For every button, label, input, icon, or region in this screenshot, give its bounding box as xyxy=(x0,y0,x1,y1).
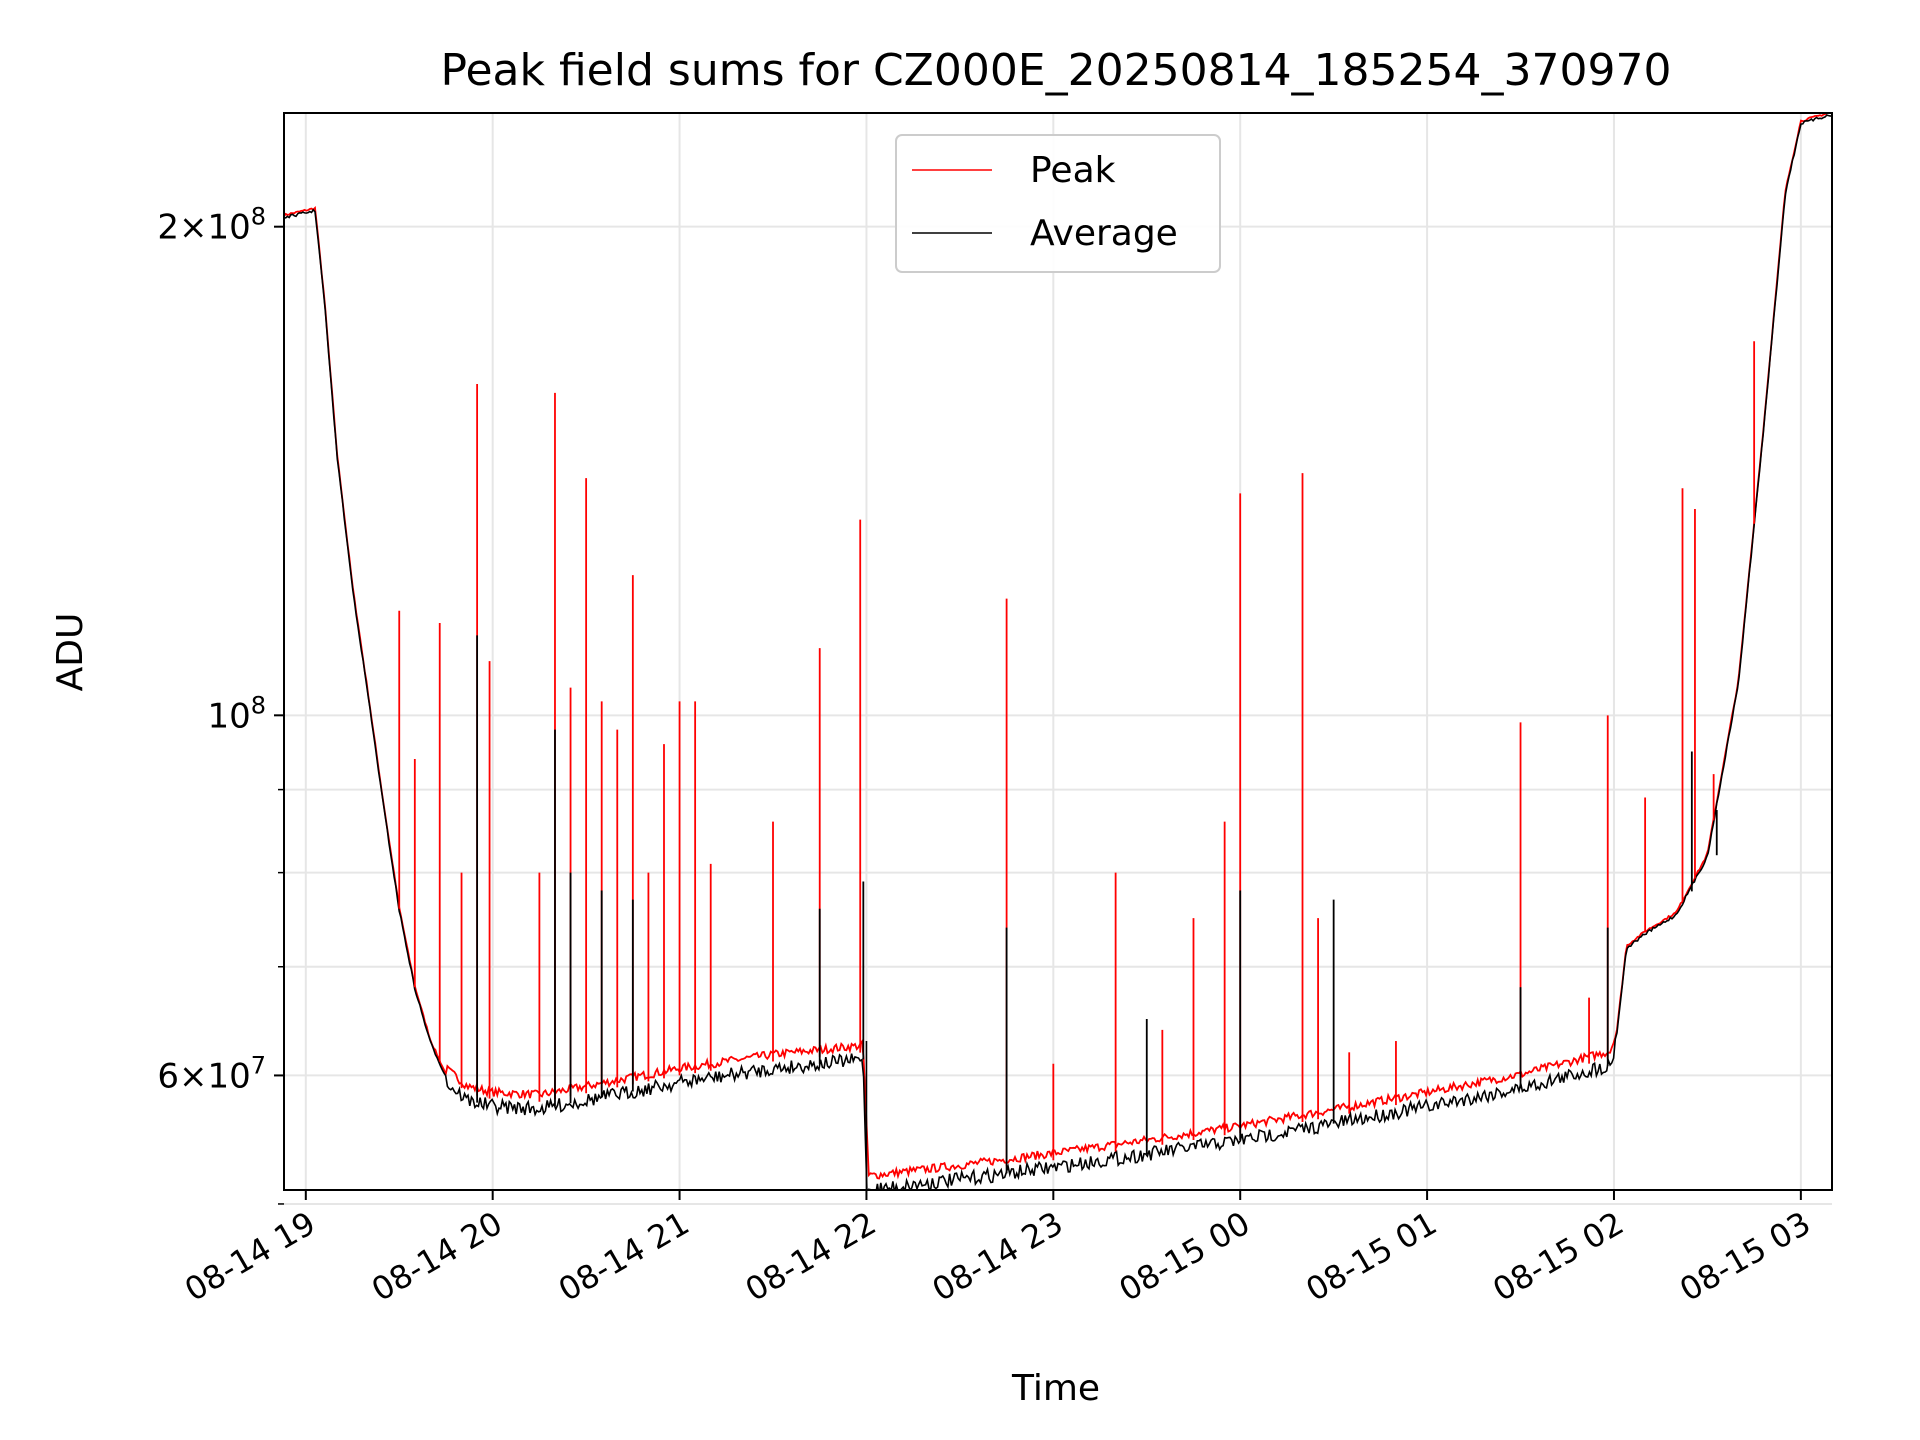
average-series-line xyxy=(284,114,1832,1190)
y-tick-label: 108 xyxy=(207,691,266,736)
chart-title: Peak field sums for CZ000E_20250814_1852… xyxy=(441,45,1672,96)
legend-label-peak: Peak xyxy=(1030,150,1116,191)
y-axis: 6×107 108 2×108 xyxy=(157,203,284,1205)
y-tick-label: 2×108 xyxy=(157,203,266,248)
legend-label-average: Average xyxy=(1030,213,1178,254)
grid xyxy=(284,113,1832,1205)
y-axis-label: ADU xyxy=(50,613,91,692)
plot-series xyxy=(284,113,1832,1190)
legend: Peak Average xyxy=(895,134,1221,273)
x-axis-label: Time xyxy=(1011,1368,1100,1409)
y-tick-label: 6×107 xyxy=(157,1051,266,1096)
plot-frame xyxy=(283,112,1833,1191)
peak-series-line xyxy=(284,113,1831,1180)
